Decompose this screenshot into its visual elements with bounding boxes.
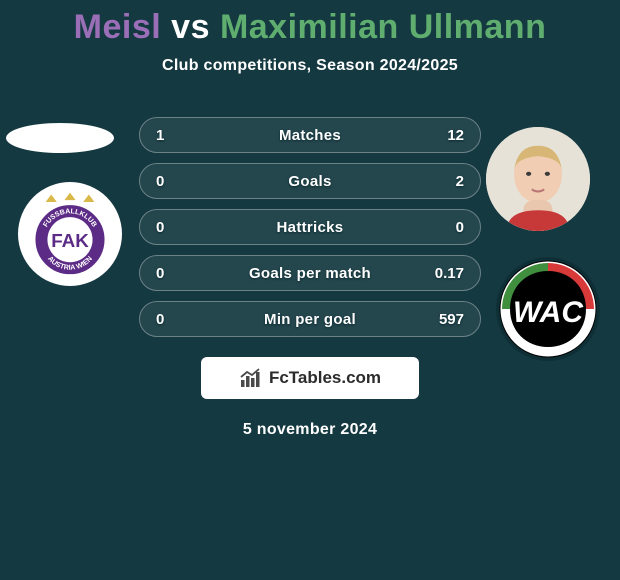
fctables-text: FcTables.com	[269, 368, 381, 388]
stat-value-right: 0.17	[424, 265, 464, 282]
player2-club-logo: WAC	[496, 257, 600, 361]
player1-name: Meisl	[74, 8, 162, 46]
stat-value-left: 1	[156, 127, 196, 144]
player2-name: Maximilian Ullmann	[220, 8, 546, 46]
stat-value-right: 12	[424, 127, 464, 144]
fctables-brand-box: FcTables.com	[201, 357, 419, 399]
stat-row: 0Hattricks0	[139, 209, 481, 245]
vs-word: vs	[171, 8, 210, 46]
stat-value-left: 0	[156, 265, 196, 282]
stats-list: 1Matches12 0Goals2 0Hattricks0 0Goals per m…	[139, 117, 481, 337]
austria-wien-logo-icon: FAK FUSSBALLKLUB AUSTRIA WIEN	[23, 187, 117, 281]
subtitle: Club competitions, Season 2024/2025	[0, 57, 620, 75]
wac-logo-icon: WAC	[498, 259, 598, 359]
stat-value-right: 2	[424, 173, 464, 190]
stat-value-left: 0	[156, 219, 196, 236]
stat-value-left: 0	[156, 173, 196, 190]
page-title: Meisl vs Maximilian Ullmann	[0, 0, 620, 47]
player2-photo	[486, 127, 590, 231]
stat-value-right: 0	[424, 219, 464, 236]
stat-row: 0Min per goal597	[139, 301, 481, 337]
stat-value-right: 597	[424, 311, 464, 328]
player1-club-logo: FAK FUSSBALLKLUB AUSTRIA WIEN	[18, 182, 122, 286]
stat-row: 1Matches12	[139, 117, 481, 153]
stat-row: 0Goals2	[139, 163, 481, 199]
chart-bars-icon	[239, 367, 263, 389]
date-text: 5 november 2024	[0, 421, 620, 439]
svg-text:WAC: WAC	[513, 296, 584, 329]
stat-row: 0Goals per match0.17	[139, 255, 481, 291]
svg-text:FAK: FAK	[51, 230, 89, 251]
player2-face-icon	[486, 127, 590, 231]
player1-photo	[6, 123, 114, 153]
stat-value-left: 0	[156, 311, 196, 328]
